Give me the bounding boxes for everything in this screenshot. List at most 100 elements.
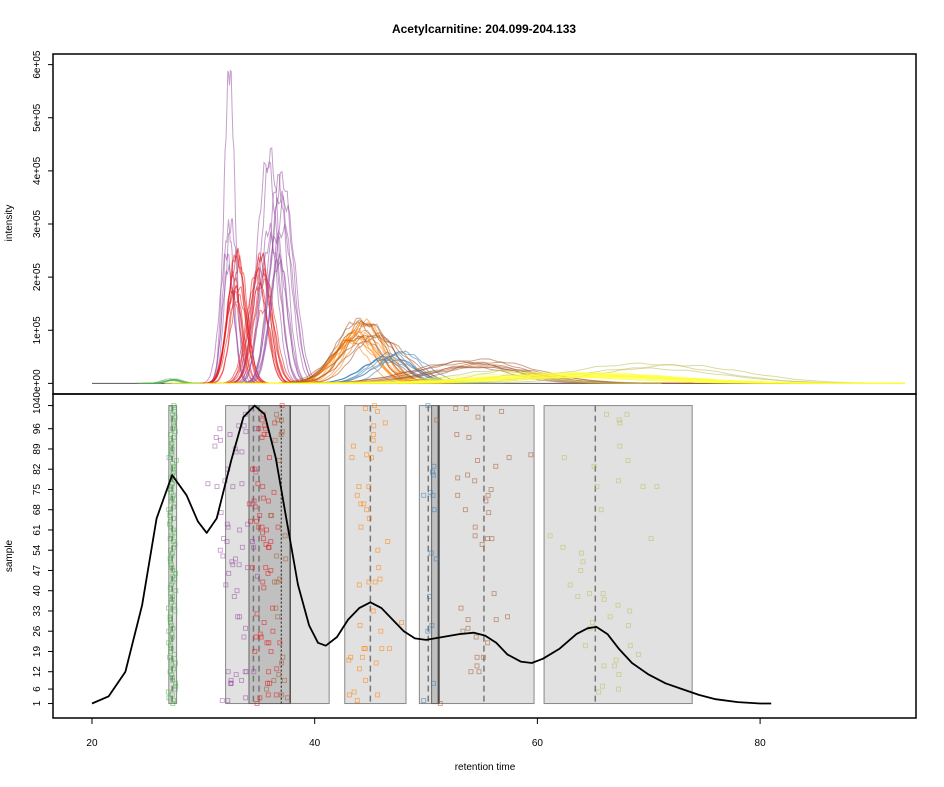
peak-point xyxy=(362,406,368,411)
peak-point xyxy=(279,429,285,435)
peak-point xyxy=(275,614,281,620)
peak-point xyxy=(472,478,478,484)
peak-point xyxy=(607,614,613,620)
peak-point xyxy=(596,689,602,695)
peak-point xyxy=(169,553,175,559)
peak-point xyxy=(167,513,173,518)
chromatogram-trace xyxy=(203,247,269,384)
peak-point xyxy=(246,501,252,507)
peak-point xyxy=(485,492,491,498)
peak-point xyxy=(169,565,175,571)
peak-point xyxy=(272,420,278,426)
peak-point xyxy=(170,426,176,432)
peak-point xyxy=(173,458,179,463)
peak-point xyxy=(372,579,378,585)
chart-title: Acetylcarnitine: 204.099-204.133 xyxy=(392,22,576,36)
peak-point xyxy=(169,452,175,458)
peak-point xyxy=(225,698,231,704)
peak-point xyxy=(168,443,174,449)
peak-point xyxy=(168,406,174,411)
feature-group-band-core xyxy=(248,405,291,705)
sample-tick-label: 12 xyxy=(32,666,43,678)
sample-tick-label: 19 xyxy=(32,646,43,658)
sample-axis: 1 6 12 19 26 33 40 47 54 61 68 75 82 89 96 104 xyxy=(32,397,53,706)
peak-point xyxy=(280,654,286,660)
peak-point xyxy=(465,625,471,631)
peak-point xyxy=(346,692,352,698)
peak-point xyxy=(425,628,431,634)
peak-point xyxy=(268,568,274,573)
peak-point xyxy=(279,403,285,409)
peak-point xyxy=(170,463,176,469)
peak-point xyxy=(648,536,654,542)
peak-point xyxy=(616,672,622,678)
peak-point xyxy=(567,582,573,588)
sample-tick-label: 89 xyxy=(32,443,43,455)
intensity-axis: 0e+00 1e+05 2e+05 3e+05 4e+05 5e+05 6e+05 xyxy=(32,50,53,397)
peak-point xyxy=(561,455,567,461)
peak-point xyxy=(260,495,266,501)
feature-group-band xyxy=(344,405,407,705)
peak-point xyxy=(237,527,243,533)
peak-point xyxy=(275,524,281,530)
peak-point xyxy=(170,666,176,672)
peak-point xyxy=(488,487,494,492)
chromatogram-trace xyxy=(226,161,309,384)
peak-point xyxy=(257,631,263,637)
feature-group-band xyxy=(543,405,693,705)
peak-point xyxy=(265,570,271,576)
peak-point xyxy=(169,622,175,628)
peak-point xyxy=(167,614,173,620)
peak-point xyxy=(169,663,175,669)
peak-point xyxy=(430,492,436,498)
peak-point xyxy=(172,414,178,420)
peak-point xyxy=(265,692,271,698)
peak-point xyxy=(234,588,240,594)
peak-point xyxy=(170,539,176,544)
peak-point xyxy=(166,455,172,461)
peak-point xyxy=(169,489,174,495)
peak-point xyxy=(169,440,175,446)
peak-point xyxy=(463,406,469,411)
peak-point xyxy=(171,698,177,704)
peak-point xyxy=(168,432,173,437)
peak-point xyxy=(171,403,177,409)
peak-point xyxy=(248,518,254,524)
peak-point xyxy=(600,591,606,597)
peak-point xyxy=(230,484,236,490)
peak-point xyxy=(372,403,377,409)
peak-point xyxy=(260,530,266,536)
peak-point xyxy=(227,432,233,437)
peak-point xyxy=(169,446,175,452)
peak-point xyxy=(167,585,173,591)
peak-point xyxy=(615,602,621,608)
peak-point xyxy=(421,492,427,498)
intensity-tick-label: 2e+05 xyxy=(32,263,43,292)
peak-point xyxy=(272,579,277,585)
peak-point xyxy=(379,646,385,652)
peak-point xyxy=(205,481,211,487)
chromatogram-panel: 0e+00 1e+05 2e+05 3e+05 4e+05 5e+05 6e+05 inte… xyxy=(4,50,905,397)
peak-point xyxy=(168,498,174,504)
peak-point xyxy=(354,698,360,704)
peak-point xyxy=(167,620,173,625)
peak-point xyxy=(434,417,440,423)
peak-point xyxy=(373,660,379,666)
chromatogram-trace xyxy=(235,147,306,384)
peak-point xyxy=(601,596,607,602)
peak-point xyxy=(168,524,174,530)
peak-point xyxy=(269,513,274,518)
peak-point xyxy=(236,562,242,568)
peak-point xyxy=(578,568,584,573)
peak-point xyxy=(370,608,376,614)
peak-point xyxy=(258,634,264,640)
peak-point xyxy=(249,565,255,571)
peak-point xyxy=(351,443,356,449)
peak-point xyxy=(635,651,641,657)
peak-point xyxy=(166,605,171,611)
peak-point xyxy=(363,677,368,683)
peak-point xyxy=(235,614,241,620)
top-plot-frame xyxy=(52,53,917,395)
peak-point xyxy=(582,643,588,649)
peak-point xyxy=(270,605,276,611)
